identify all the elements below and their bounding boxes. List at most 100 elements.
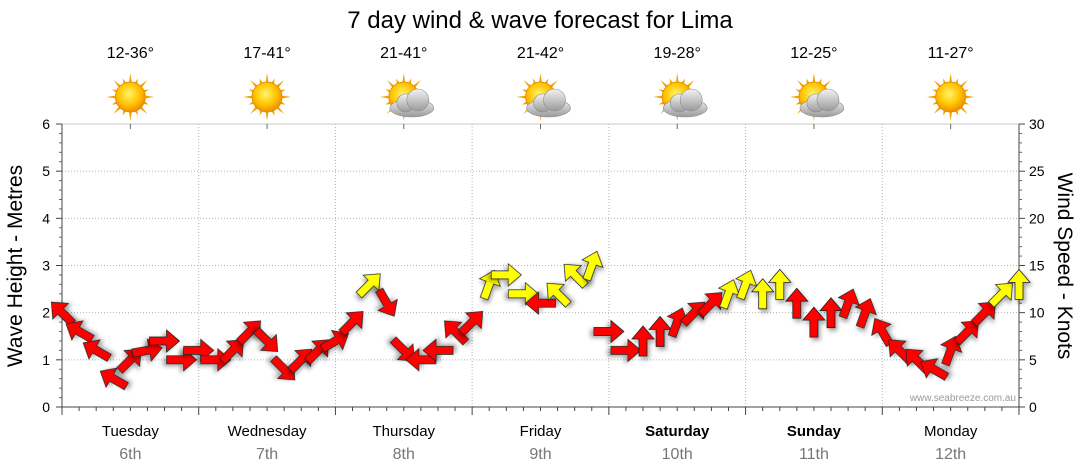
wind-arrow xyxy=(319,329,349,353)
day-name-2: Thursday xyxy=(373,423,436,440)
day-headers: 12-36° 17-41° 21-41° 21-42° 19-28° 12-25° 11-2… xyxy=(106,45,975,121)
day-date-4: 10th xyxy=(662,446,693,463)
day-temp-4: 19-28° xyxy=(654,45,701,62)
chart-grid xyxy=(62,123,1019,407)
wind-arrow xyxy=(99,367,129,391)
wind-arrow xyxy=(422,338,454,363)
cloud-shape xyxy=(662,88,708,118)
y2-tick-label: 5 xyxy=(1029,352,1037,368)
x-axis-labels: Tuesday 6th Wednesday 7th Thursday 8th Friday 9… xyxy=(102,423,978,463)
y-axis-label: Wave Height - Metres xyxy=(4,165,27,367)
day-date-3: 9th xyxy=(529,446,551,463)
cloud-shape xyxy=(389,88,435,118)
wind-arrow xyxy=(1007,268,1031,300)
wind-arrow xyxy=(82,339,112,362)
day-date-2: 8th xyxy=(393,446,415,463)
day-date-6: 12th xyxy=(935,446,966,463)
wind-arrow xyxy=(631,325,655,357)
sun-cloud-icon xyxy=(516,73,571,121)
sun-rays xyxy=(106,73,155,121)
day-date-5: 11th xyxy=(799,446,829,463)
sun-rays xyxy=(243,73,292,121)
y2-tick-label: 25 xyxy=(1029,163,1045,179)
sun-cloud-icon xyxy=(789,73,845,121)
day-temp-0: 12-36° xyxy=(107,45,154,62)
wind-arrow xyxy=(920,358,950,381)
sun-cloud-icon xyxy=(653,73,708,121)
y2-tick-label: 0 xyxy=(1029,399,1037,415)
chart-title: 7 day wind & wave forecast for Lima xyxy=(347,7,733,34)
wind-arrow xyxy=(524,291,556,316)
wind-arrow xyxy=(735,269,758,301)
day-date-0: 6th xyxy=(119,446,141,463)
day-name-3: Friday xyxy=(520,423,562,440)
day-temp-6: 11-27° xyxy=(928,45,974,62)
wind-arrow xyxy=(149,329,181,353)
sun-icon xyxy=(926,73,975,121)
day-name-4: Saturday xyxy=(645,423,710,440)
wind-arrow xyxy=(253,326,279,353)
sun-rays xyxy=(926,73,975,121)
y2-tick-label: 20 xyxy=(1029,210,1045,226)
day-name-6: Monday xyxy=(924,423,978,440)
y2-tick-label: 30 xyxy=(1029,116,1045,132)
y-tick-label: 1 xyxy=(42,352,50,368)
cloud-shape xyxy=(799,88,845,118)
wind-arrow xyxy=(970,301,996,327)
day-name-1: Wednesday xyxy=(228,423,307,440)
y2-axis-label: Wind Speed - Knots xyxy=(1053,173,1076,360)
wind-arrow xyxy=(338,311,364,337)
y2-tick-label: 15 xyxy=(1029,258,1045,274)
wind-arrow xyxy=(546,282,572,308)
day-name-5: Sunday xyxy=(787,423,842,440)
wind-arrow xyxy=(581,250,604,282)
day-temp-3: 21-42° xyxy=(517,45,564,62)
sun-icon xyxy=(243,73,292,121)
y-tick-label: 3 xyxy=(42,258,50,274)
wind-arrow xyxy=(389,336,415,362)
wind-arrow xyxy=(953,320,979,346)
y-tick-label: 4 xyxy=(42,210,50,226)
right-axis: 0 5 10 15 20 25 30 xyxy=(1018,116,1045,415)
day-temp-5: 12-25° xyxy=(790,45,837,62)
wind-arrow xyxy=(593,319,625,344)
wind-arrow xyxy=(680,301,706,327)
wind-arrow xyxy=(355,273,381,299)
day-date-1: 7th xyxy=(256,446,278,463)
day-temp-1: 17-41° xyxy=(243,45,290,62)
wind-arrow xyxy=(750,278,775,310)
wind-arrow xyxy=(610,338,642,363)
wind-arrow xyxy=(444,320,470,346)
wind-arrow xyxy=(490,263,522,287)
day-temp-2: 21-41° xyxy=(380,45,427,62)
wind-arrow xyxy=(767,268,792,300)
wind-arrow xyxy=(802,306,826,338)
sun-icon xyxy=(106,73,155,121)
wind-arrow xyxy=(287,348,313,374)
sun-cloud-icon xyxy=(379,73,435,121)
day-name-0: Tuesday xyxy=(102,423,159,440)
wind-arrow xyxy=(458,311,484,337)
wind-arrow xyxy=(697,292,723,318)
wind-arrow xyxy=(837,288,860,320)
y-tick-label: 5 xyxy=(42,163,50,179)
wind-arrow xyxy=(375,287,398,317)
y-tick-label: 0 xyxy=(42,399,50,415)
wind-arrow xyxy=(940,335,963,367)
wind-arrows xyxy=(50,250,1031,391)
wind-arrow xyxy=(987,282,1013,308)
left-axis: 0 1 2 3 4 5 6 xyxy=(42,116,1020,415)
cloud-shape xyxy=(526,88,571,118)
watermark: www.seabreeze.com.au xyxy=(909,393,1016,404)
y-tick-label: 2 xyxy=(42,305,50,321)
wind-arrow xyxy=(854,298,877,329)
wind-arrow xyxy=(648,315,672,347)
wind-arrow xyxy=(563,263,589,289)
wind-arrow xyxy=(819,297,843,329)
wind-arrow xyxy=(784,287,809,319)
wind-arrow xyxy=(65,320,95,344)
y2-tick-label: 10 xyxy=(1029,305,1045,321)
y-tick-label: 6 xyxy=(42,116,50,132)
wind-arrow xyxy=(218,339,244,365)
